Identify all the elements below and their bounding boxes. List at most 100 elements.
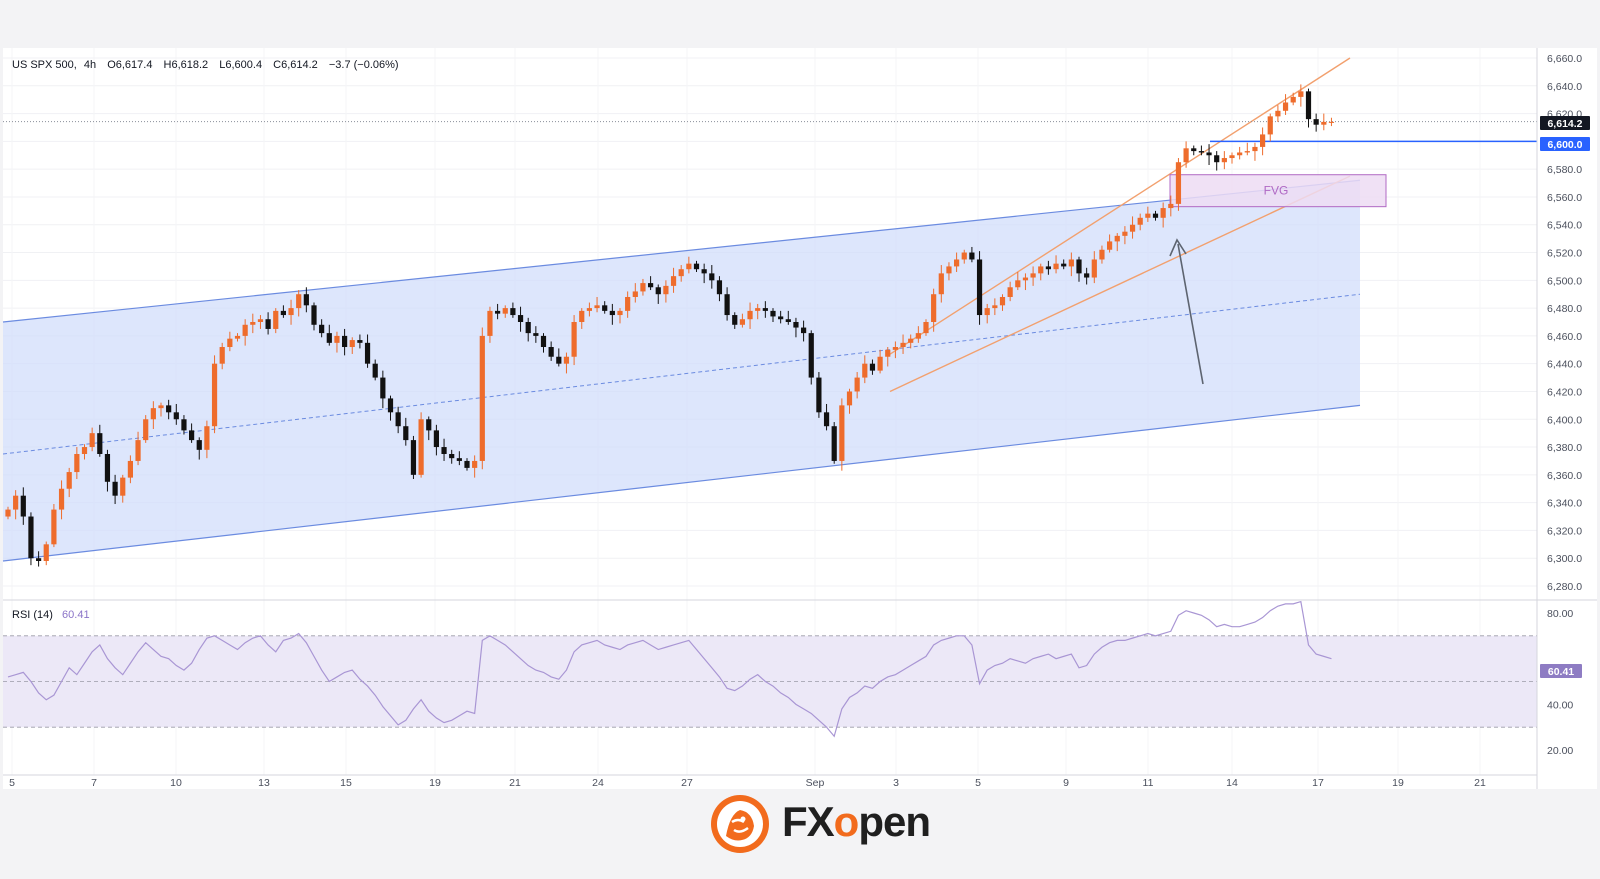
candle-body [342,335,348,348]
candle-body [288,308,294,316]
candle-body [678,269,684,277]
tiger-head-icon [711,795,769,853]
price-tick-label: 6,560.0 [1547,192,1582,204]
candle-body [326,333,332,343]
time-tick-label: 17 [1312,777,1324,789]
candle-body [196,440,202,450]
candle-body [632,291,638,297]
candle-body [265,319,271,329]
candle-body [670,276,677,286]
candle-body [1328,121,1335,123]
candle-body [1321,121,1327,125]
candle-body [563,356,570,364]
candle-body [487,310,493,336]
candle-body [204,426,210,450]
candle-body [5,509,11,517]
candle-body [1260,134,1266,147]
candle-body [1168,203,1174,209]
time-tick-label: 24 [592,777,604,789]
candle-body [1091,259,1097,278]
price-tick-label: 6,480.0 [1547,303,1582,315]
rsi-tick-label: 20.00 [1547,745,1573,757]
time-tick-label: 10 [170,777,182,789]
candle-body [311,305,317,325]
candle-body [380,377,386,399]
candle-body [739,319,745,325]
candle-body [1160,208,1166,218]
candle-body [403,426,409,441]
time-tick-label: 19 [429,777,441,789]
candle-body [900,342,906,348]
candle-body [1152,213,1159,218]
candle-body [517,315,524,322]
regression-lower-line [2,404,1361,562]
candle-body [150,408,156,420]
candle-body [1030,273,1036,278]
candle-body [1275,110,1281,117]
time-tick-label: 13 [258,777,270,789]
rising-channel [889,57,1351,393]
candle-body [257,319,264,322]
candle-body [571,322,577,357]
candle-body [1022,277,1029,281]
candle-body [533,333,539,336]
candle-body [831,426,837,461]
candle-body [548,347,554,357]
price-tick-label: 6,500.0 [1547,275,1582,287]
price-tick-label: 6,580.0 [1547,164,1582,176]
candle-body [816,377,822,413]
candle-body [540,335,547,348]
candle-body [1076,259,1082,274]
candle-body [525,322,531,334]
fvg-zone: FVG [1169,174,1387,208]
candle-body [793,322,799,328]
candle-body [579,310,585,322]
svg-text:6,614.2: 6,614.2 [1547,118,1582,130]
candle-body [954,259,960,267]
price-tick-label: 6,360.0 [1547,470,1582,482]
candle-body [663,285,669,295]
candle-body [13,495,19,510]
candle-body [135,440,141,461]
candle-body [686,263,692,270]
candle-body [211,363,218,427]
rising-channel-upper [889,57,1351,355]
arrow-shaft [1177,243,1204,385]
candle-body [20,495,26,517]
price-tick-label: 6,340.0 [1547,498,1582,510]
candle-body [862,363,868,378]
price-tick-label: 6,640.0 [1547,81,1582,93]
candle-body [418,419,424,475]
candle-body [43,544,49,561]
candle-body [273,310,279,329]
candle-body [785,319,791,322]
candle-body [732,315,738,325]
candle-body [510,308,516,316]
time-tick-label: 21 [509,777,521,789]
candles [5,84,1335,567]
candle-body [640,283,646,292]
candle-body [1244,151,1250,153]
candle-body [441,447,447,454]
candle-body [1045,266,1051,270]
candle-body [89,433,95,448]
rsi-value-badge: 60.41 [1540,664,1582,678]
candle-body [433,430,439,448]
rsi-line [7,600,1332,738]
candle-body [1061,263,1067,267]
candle-body [495,310,501,314]
price-tick-label: 6,400.0 [1547,414,1582,426]
price-tick-label: 6,520.0 [1547,248,1582,260]
candle-body [877,356,883,371]
candle-body [716,280,723,295]
candle-body [1206,152,1212,156]
regression-channel-fill [3,180,1360,561]
fvg-box [1169,174,1387,208]
candle-body [58,488,65,510]
candle-body [869,363,876,371]
candle-body [74,454,80,473]
candle-body [1007,287,1013,297]
fxopen-wordmark: FXopen [782,798,931,845]
regression-mid-line [2,293,1361,455]
